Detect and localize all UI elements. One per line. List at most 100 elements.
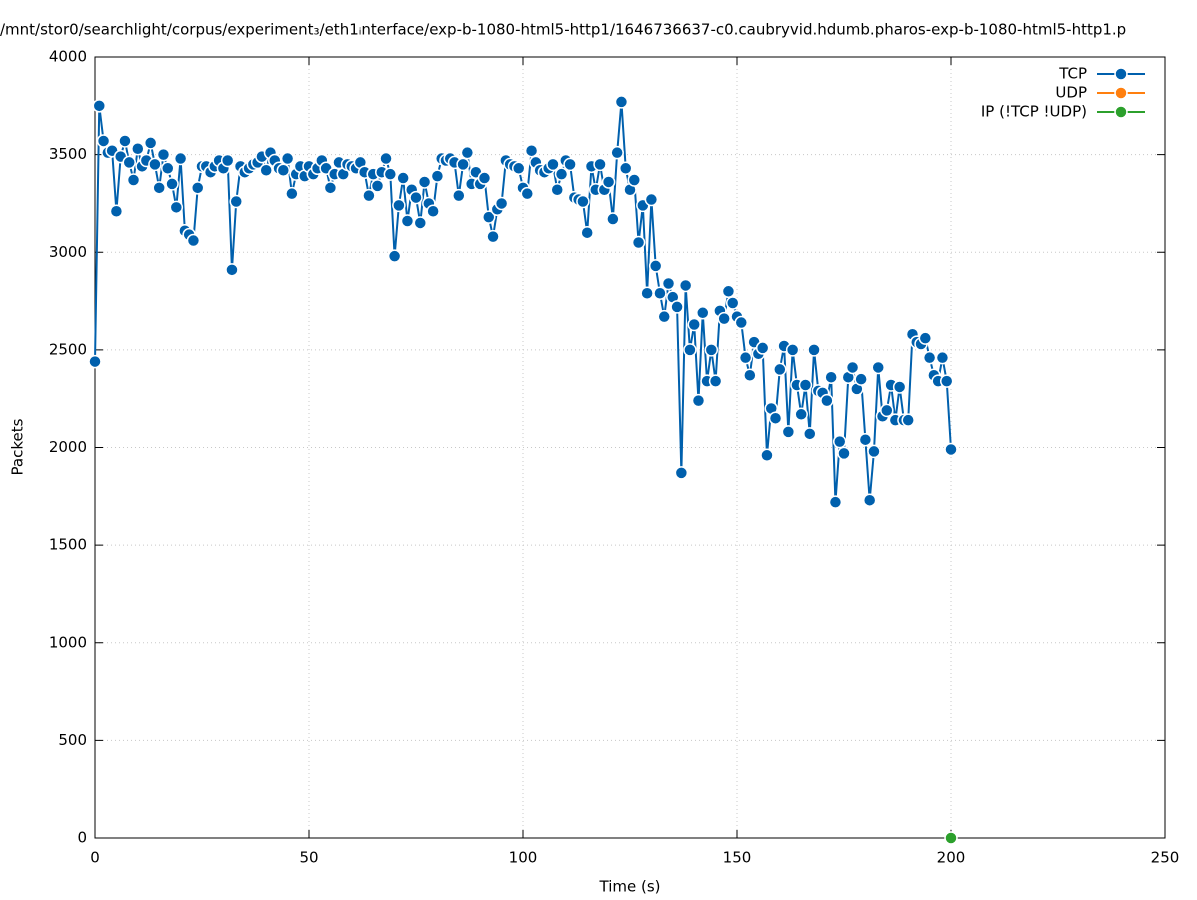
data-point [520,186,535,201]
data-point [678,278,693,293]
data-point [426,204,440,218]
x-tick-label: 150 [723,849,752,867]
data-point [400,214,415,228]
data-point [696,306,710,320]
data-point [524,143,539,158]
data-point [276,163,291,177]
data-point [892,380,907,394]
data-point [413,216,428,230]
data-point [229,194,243,209]
data-point [259,163,273,177]
data-point [939,374,954,388]
data-point [661,276,676,291]
data-point [323,181,338,195]
data-point [225,263,239,277]
data-point [452,188,466,203]
data-point [387,249,402,263]
data-point [832,434,847,449]
y-tick-label: 4000 [49,48,87,66]
data-point [92,99,107,113]
data-point [190,181,205,195]
data-point [803,427,817,441]
data-point [670,300,684,314]
data-point [768,411,783,425]
y-axis-label: Packets [9,418,27,475]
data-point [456,157,470,172]
data-point [610,145,624,160]
data-point [383,167,398,181]
x-tick-label: 50 [299,849,318,867]
data-point [126,173,141,187]
data-point [691,393,706,408]
data-point [285,186,299,201]
y-tick-label: 3500 [49,145,87,163]
data-point [148,157,162,172]
data-point [563,157,577,172]
data-point [161,161,175,176]
data-point [618,161,633,176]
legend-label: TCP [1058,65,1087,83]
y-tick-label: 1000 [49,633,87,651]
data-point [511,161,526,176]
y-tick-label: 3000 [49,243,87,261]
data-point [738,350,753,365]
data-point [867,444,881,459]
data-point [109,204,124,218]
data-point [901,413,915,427]
data-point [773,362,787,377]
y-tick-label: 0 [77,829,87,847]
data-point [785,343,800,357]
data-point [657,309,671,324]
data-point [935,350,950,365]
data-point [460,145,475,160]
data-point [156,147,171,162]
data-point [944,831,958,845]
data-point [396,171,410,185]
x-tick-label: 250 [1151,849,1180,867]
data-point [165,177,179,191]
data-point [554,167,569,181]
y-tick-label: 2000 [49,438,87,456]
legend-marker [1114,67,1128,81]
x-tick-label: 0 [90,849,100,867]
data-point [88,354,102,369]
plot-border [94,56,1166,839]
data-point [704,343,719,357]
data-point [486,229,500,244]
data-point [871,360,885,375]
data-point [708,374,723,388]
data-point [118,134,132,148]
data-point [653,286,667,301]
data-point [824,370,838,384]
data-point [152,181,166,195]
data-point [494,196,509,211]
data-point [131,142,145,156]
data-point [96,134,111,148]
data-point [186,233,201,248]
x-tick-label: 100 [509,849,538,867]
x-axis-label: Time (s) [599,878,661,896]
data-point [687,317,701,332]
data-point [880,403,894,418]
data-point [644,192,659,207]
data-point [828,495,843,509]
data-point [858,432,873,447]
data-point [755,341,770,355]
data-point [392,198,406,213]
data-point [370,179,385,193]
data-point [601,175,616,189]
data-point [683,343,697,357]
data-point [854,372,868,386]
data-point [640,286,654,301]
data-point [717,311,731,326]
data-point [743,368,757,383]
data-point [922,350,937,365]
data-point [482,210,496,224]
data-point [409,190,423,205]
data-point [143,136,158,150]
data-point [648,259,663,273]
data-point [580,225,594,240]
data-point [606,212,620,226]
data-point [576,194,590,209]
